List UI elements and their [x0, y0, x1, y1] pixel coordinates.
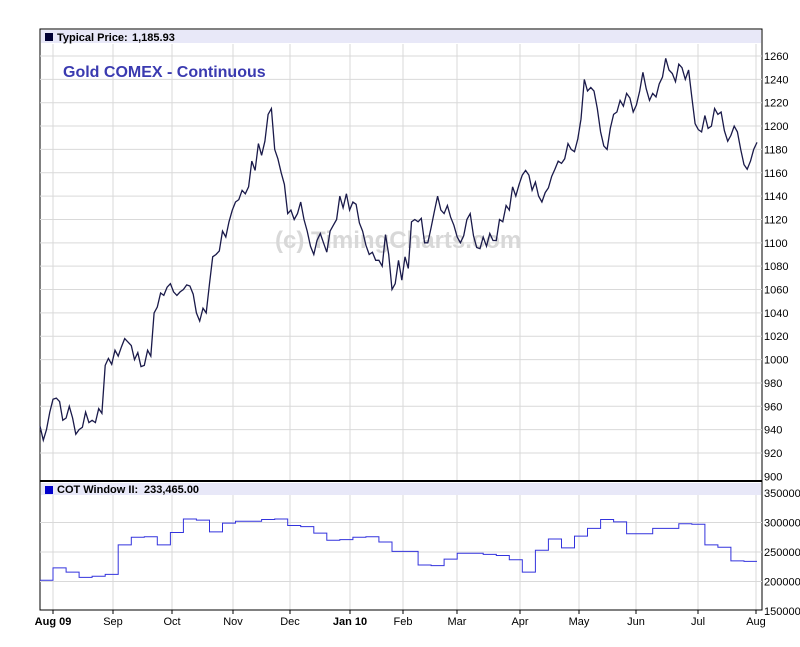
- price-panel-frame: [39, 28, 763, 482]
- x-tick-label: Sep: [103, 616, 123, 628]
- price-series-line: [39, 58, 758, 443]
- price-y-tick-label: 1160: [764, 168, 788, 180]
- price-y-tick-label: 1100: [764, 238, 788, 250]
- price-y-tick-label: 1060: [764, 285, 788, 297]
- x-tick-label: Jul: [691, 616, 705, 628]
- x-tick-label: May: [569, 616, 590, 628]
- price-y-tick-label: 900: [764, 471, 782, 483]
- price-y-tick-label: 1260: [764, 51, 788, 63]
- x-tick-label: Aug: [746, 616, 766, 628]
- x-tick-label: Feb: [394, 616, 413, 628]
- price-y-tick-label: 1080: [764, 261, 788, 273]
- cot-legend-label: COT Window II:: [57, 484, 138, 496]
- price-gridlines: [40, 44, 762, 481]
- x-tick-label: Apr: [511, 616, 528, 628]
- x-axis: Aug 09 Sep Oct Nov Dec Jan 10 Feb Mar Apr May Jun J…: [35, 609, 766, 628]
- cot-y-tick-label: 350000: [764, 488, 800, 500]
- cot-panel-frame: [39, 480, 763, 611]
- watermark: (c) TimingCharts.com: [275, 227, 521, 254]
- x-tick-label: Nov: [223, 616, 243, 628]
- chart-title: Gold COMEX - Continuous: [63, 64, 266, 81]
- price-legend-value: 1,185.93: [132, 32, 175, 44]
- cot-series-line: [40, 518, 757, 581]
- price-y-tick-label: 920: [764, 448, 782, 460]
- price-legend-bar: [41, 30, 761, 43]
- cot-legend-swatch: [45, 486, 53, 494]
- price-y-tick-label: 1040: [764, 308, 788, 320]
- cot-legend-value: 233,465.00: [144, 484, 199, 496]
- price-y-tick-label: 1000: [764, 355, 788, 367]
- price-legend-label: Typical Price:: [57, 32, 128, 44]
- price-y-tick-label: 940: [764, 425, 782, 437]
- cot-legend-bar: [41, 483, 761, 495]
- cot-y-axis: 350000 300000 250000 200000 150000: [764, 488, 800, 618]
- price-y-tick-label: 960: [764, 401, 782, 413]
- cot-y-tick-label: 150000: [764, 606, 800, 618]
- cot-gridlines: [40, 495, 762, 610]
- price-y-axis: 1260 1240 1220 1200 1180 1160 1140 1120 1100 1080…: [764, 51, 788, 483]
- x-tick-label: Jan 10: [333, 616, 367, 628]
- x-tick-label: Oct: [163, 616, 180, 628]
- cot-y-tick-label: 300000: [764, 518, 800, 530]
- price-y-tick-label: 1120: [764, 214, 788, 226]
- price-y-tick-label: 1220: [764, 98, 788, 110]
- price-y-tick-label: 1180: [764, 144, 788, 156]
- price-y-tick-label: 1140: [764, 191, 788, 203]
- x-tick-label: Mar: [448, 616, 467, 628]
- x-tick-label: Dec: [280, 616, 300, 628]
- cot-y-tick-label: 200000: [764, 577, 800, 589]
- cot-y-tick-label: 250000: [764, 547, 800, 559]
- x-tick-label: Jun: [627, 616, 645, 628]
- price-y-tick-label: 1240: [764, 74, 788, 86]
- price-y-tick-label: 1200: [764, 121, 788, 133]
- x-tick-label: Aug 09: [35, 616, 72, 628]
- price-y-tick-label: 1020: [764, 331, 788, 343]
- price-y-tick-label: 980: [764, 378, 782, 390]
- price-legend-swatch: [45, 33, 53, 41]
